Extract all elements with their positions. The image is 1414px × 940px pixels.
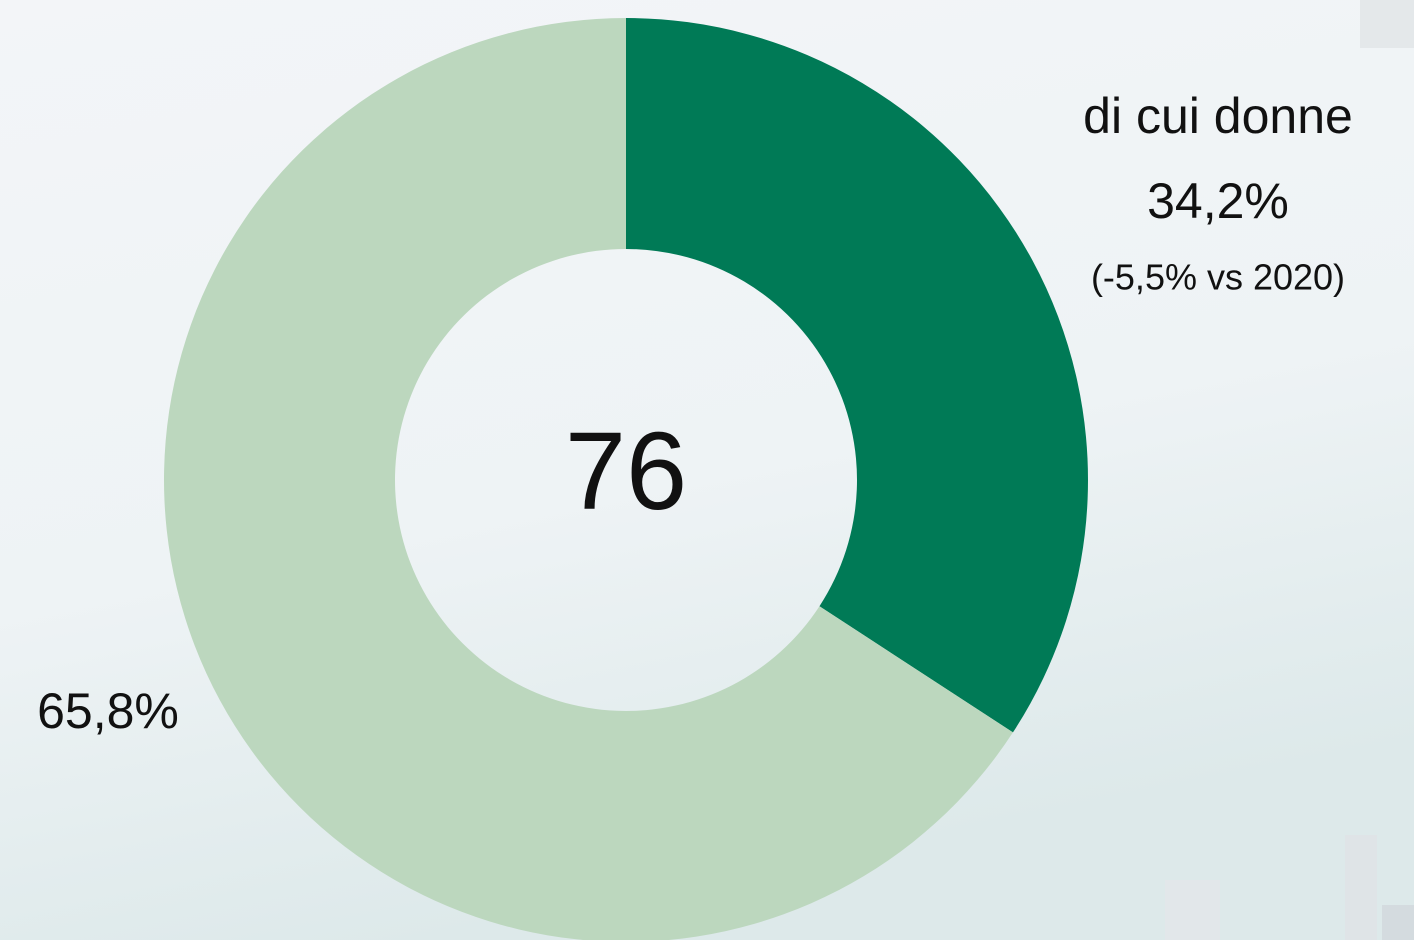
donut [164,18,1088,940]
decoration [1165,880,1220,940]
center-label: 76 [565,410,687,533]
decoration [1360,0,1414,48]
value-label: 65,8% [37,683,179,739]
segment-label: di cui donne [1083,88,1353,144]
decoration [1382,905,1414,940]
annotation: (-5,5% vs 2020) [1091,257,1345,298]
donut-segment [626,18,1088,733]
value-label: 34,2% [1147,173,1289,229]
donut-segment [164,18,1013,940]
decoration [1345,835,1377,940]
